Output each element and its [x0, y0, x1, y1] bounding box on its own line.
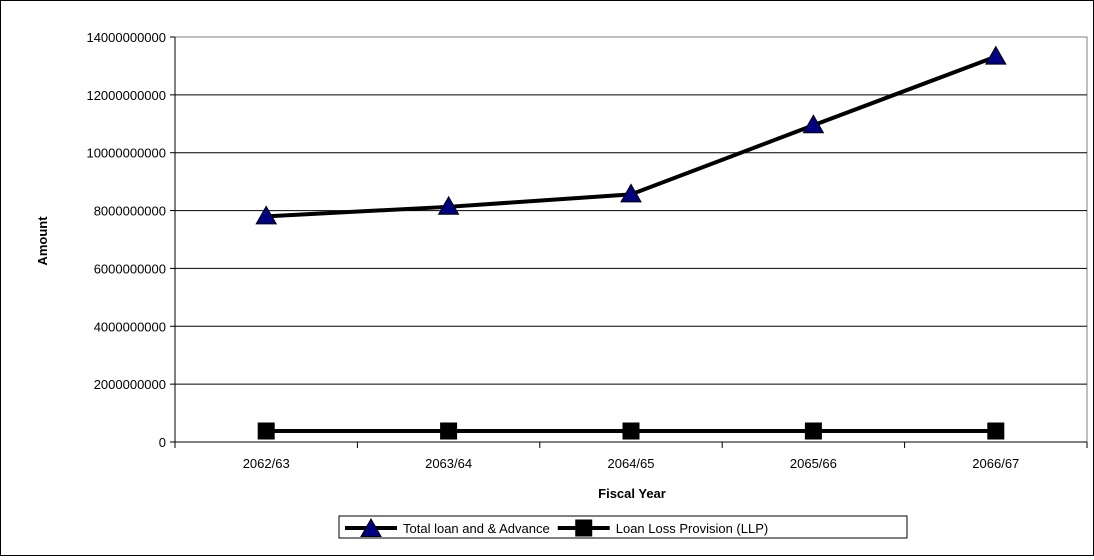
- data-point-series-2: [804, 422, 822, 440]
- grid-group: [175, 94, 1087, 385]
- y-tick-label: 4000000000: [94, 319, 166, 334]
- series-group: [255, 45, 1007, 440]
- y-tick-label: 8000000000: [94, 204, 166, 219]
- data-point-series-1: [255, 205, 278, 225]
- legend: Total loan and & Advance Loan Loss Provis…: [338, 515, 908, 539]
- legend-label-1: Total loan and & Advance: [403, 521, 550, 536]
- y-tick-label: 2000000000: [94, 377, 166, 392]
- legend-label-2: Loan Loss Provision (LLP): [616, 521, 768, 536]
- legend-marker-1: [360, 517, 382, 537]
- y-tick-label: 10000000000: [86, 146, 166, 161]
- data-point-series-1: [437, 195, 460, 215]
- data-point-series-2: [622, 422, 640, 440]
- y-axis-title: Amount: [35, 216, 50, 266]
- data-point-series-2: [257, 422, 275, 440]
- x-tick-label: 2064/65: [608, 456, 655, 471]
- data-point-series-2: [440, 422, 458, 440]
- x-axis-title: Fiscal Year: [598, 486, 666, 501]
- plot-area-group: [174, 36, 1088, 443]
- legend-marker-2: [575, 519, 593, 537]
- data-point-series-1: [802, 114, 825, 134]
- x-tick-label: 2063/64: [425, 456, 472, 471]
- x-tick-label: 2062/63: [243, 456, 290, 471]
- y-tick-label: 14000000000: [86, 30, 166, 45]
- data-point-series-2: [987, 422, 1005, 440]
- plot-area: [174, 36, 1088, 443]
- y-tick-label: 6000000000: [94, 261, 166, 276]
- data-point-series-1: [620, 183, 642, 203]
- y-tick-label: 0: [159, 435, 166, 450]
- x-tick-label: 2065/66: [790, 456, 837, 471]
- axis-group: 0 2000000000 4000000000 6000000000 800000000…: [86, 30, 1088, 471]
- legend-box: [338, 515, 908, 539]
- x-tick-label: 2066/67: [972, 456, 1019, 471]
- y-tick-label: 12000000000: [86, 88, 166, 103]
- data-point-series-1: [984, 45, 1007, 65]
